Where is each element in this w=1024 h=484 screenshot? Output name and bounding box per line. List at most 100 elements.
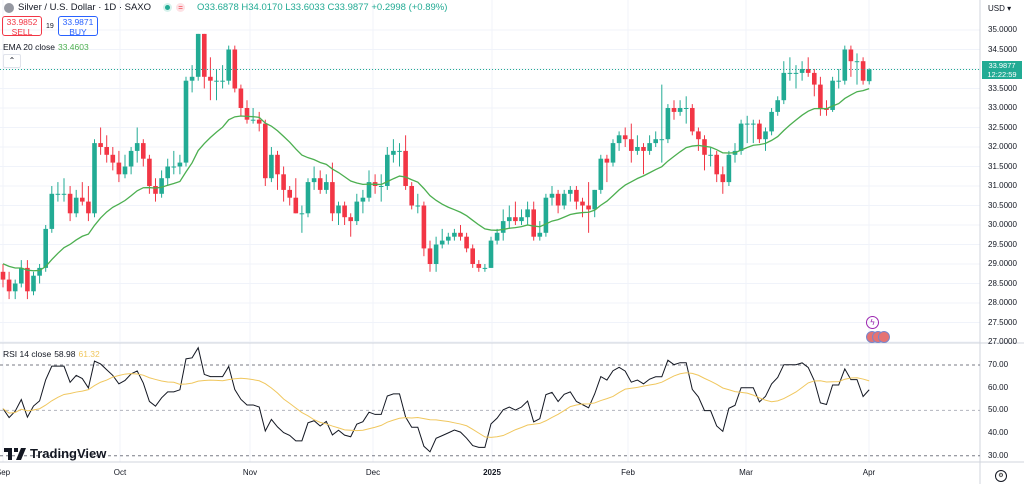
candle bbox=[696, 131, 701, 140]
time-tick-label: Sep bbox=[0, 468, 11, 477]
ema-line bbox=[2, 88, 870, 272]
candle bbox=[214, 80, 219, 82]
candle bbox=[659, 139, 665, 141]
candle bbox=[604, 158, 610, 163]
candle bbox=[0, 271, 6, 280]
sell-button[interactable]: 33.9852 SELL bbox=[2, 16, 42, 36]
rsi-ma-line bbox=[2, 372, 870, 438]
candle bbox=[622, 135, 628, 140]
candle bbox=[775, 100, 780, 112]
time-tick-label: Nov bbox=[242, 468, 258, 477]
candle bbox=[220, 80, 225, 82]
candle bbox=[769, 111, 774, 132]
candle bbox=[281, 174, 286, 190]
candle bbox=[854, 61, 860, 63]
candle bbox=[665, 108, 671, 140]
last-price-tag: 33.9877 12:22:59 bbox=[982, 61, 1022, 79]
candle bbox=[726, 154, 732, 183]
collapse-legend-button[interactable]: ⌃ bbox=[3, 54, 21, 68]
candle bbox=[202, 33, 207, 77]
candle bbox=[330, 182, 335, 214]
candle bbox=[586, 205, 591, 210]
candle bbox=[702, 139, 707, 155]
candle bbox=[677, 108, 683, 112]
candle bbox=[153, 186, 158, 194]
candle bbox=[385, 154, 390, 186]
candle bbox=[476, 264, 482, 268]
candle bbox=[757, 123, 762, 140]
candle bbox=[738, 123, 744, 151]
buy-price: 33.9871 bbox=[62, 17, 94, 27]
candle bbox=[549, 193, 555, 198]
candle bbox=[73, 197, 79, 214]
candle bbox=[690, 108, 695, 132]
candle bbox=[98, 143, 103, 147]
candle bbox=[683, 108, 689, 109]
candle bbox=[458, 232, 463, 237]
last-price: 33.9877 bbox=[988, 61, 1016, 70]
settings-gear-icon[interactable]: ⚙ bbox=[995, 470, 1007, 482]
candle bbox=[299, 213, 305, 215]
candle bbox=[269, 154, 274, 179]
candle bbox=[208, 76, 213, 81]
ema-legend[interactable]: EMA 20 close 33.4603 bbox=[3, 42, 89, 52]
candle bbox=[122, 166, 128, 175]
rsi-tick-label: 50.00 bbox=[988, 405, 1009, 415]
candle bbox=[55, 193, 61, 195]
candle bbox=[452, 232, 457, 237]
tradingview-logo-icon bbox=[4, 447, 26, 460]
candle bbox=[641, 147, 646, 151]
candle bbox=[793, 72, 799, 74]
us-flag-event-icon[interactable] bbox=[878, 331, 890, 343]
data-status-icon: = bbox=[176, 3, 186, 12]
candle bbox=[842, 49, 848, 81]
time-tick-label: Apr bbox=[862, 468, 876, 477]
candle bbox=[781, 72, 787, 101]
candle bbox=[110, 154, 116, 163]
price-tick-label: 31.5000 bbox=[988, 161, 1017, 171]
candle bbox=[415, 205, 421, 207]
price-tick-label: 30.0000 bbox=[988, 220, 1017, 229]
tradingview-logo: TradingView bbox=[4, 446, 106, 461]
candle bbox=[49, 193, 55, 229]
candle bbox=[488, 240, 494, 268]
ema-value: 33.4603 bbox=[57, 42, 89, 52]
candle bbox=[244, 108, 250, 120]
rsi-legend[interactable]: RSI 14 close 58.98 61.32 bbox=[3, 349, 100, 359]
candle bbox=[43, 228, 48, 268]
candle bbox=[104, 147, 109, 155]
lightning-event-icon[interactable]: ϟ bbox=[866, 316, 879, 329]
currency-label: USD bbox=[988, 4, 1005, 13]
candle bbox=[177, 162, 183, 167]
symbol-title[interactable]: Silver / U.S. Dollar · 1D · SAXO bbox=[18, 2, 152, 13]
candle bbox=[836, 80, 841, 82]
candle bbox=[671, 108, 677, 112]
candle bbox=[598, 158, 604, 190]
candle bbox=[708, 154, 713, 156]
rsi-tick-label: 30.00 bbox=[988, 450, 1009, 460]
candle bbox=[348, 217, 353, 222]
price-tick-label: 31.0000 bbox=[988, 181, 1017, 190]
candle bbox=[763, 131, 768, 140]
buy-button[interactable]: 33.9871 BUY bbox=[58, 16, 98, 36]
candle bbox=[537, 232, 543, 237]
rsi-line bbox=[2, 346, 870, 453]
candle bbox=[805, 69, 811, 73]
candle bbox=[86, 201, 91, 214]
candle bbox=[67, 193, 73, 214]
time-tick-label: Feb bbox=[621, 468, 635, 477]
candle bbox=[543, 197, 549, 233]
rsi-tick-label: 70.00 bbox=[988, 360, 1009, 369]
candle bbox=[293, 197, 299, 214]
candle bbox=[421, 205, 427, 249]
candle bbox=[494, 232, 500, 241]
candle bbox=[92, 143, 97, 214]
candle bbox=[818, 84, 823, 108]
candle bbox=[238, 88, 244, 108]
price-tick-label: 32.5000 bbox=[988, 122, 1017, 132]
currency-selector[interactable]: USD ▾ bbox=[988, 4, 1011, 13]
candle bbox=[250, 119, 256, 121]
candle bbox=[470, 248, 475, 264]
